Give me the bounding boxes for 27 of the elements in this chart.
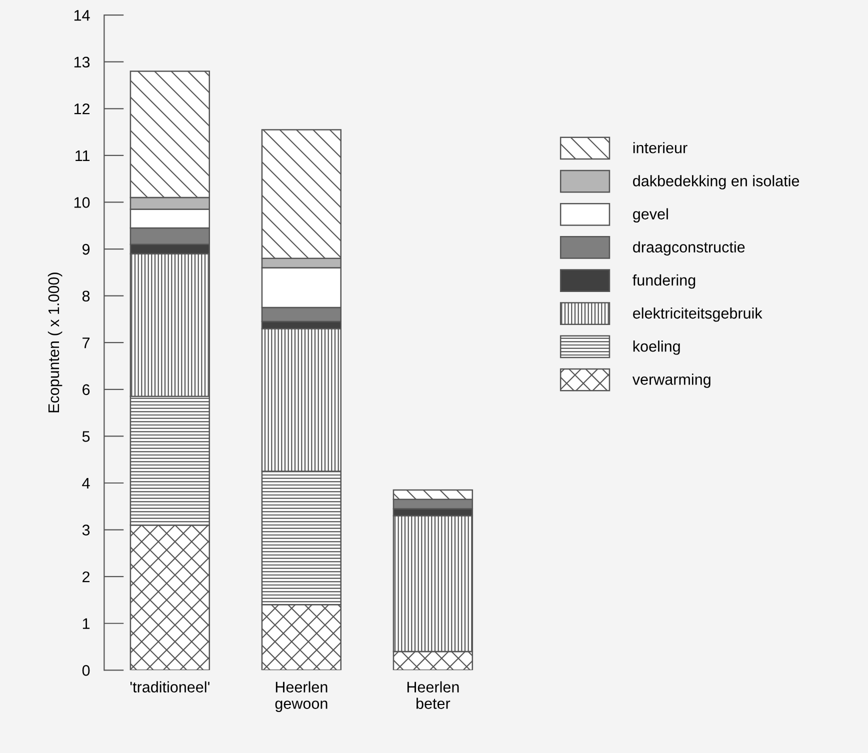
- legend-label: verwarming: [632, 374, 710, 388]
- legend-label: draagconstructie: [633, 241, 745, 256]
- y-tick-label: 11: [76, 150, 90, 161]
- y-tick-label: 0: [82, 665, 90, 676]
- y-tick-label: 10: [74, 197, 90, 208]
- y-tick-label: 4: [82, 478, 90, 489]
- y-tick-label: 13: [74, 56, 90, 68]
- legend-label: dakbedekking en isolatie: [633, 175, 800, 190]
- y-tick-label: 1: [82, 618, 90, 629]
- x-tick-label: Heerlen beter: [407, 681, 459, 709]
- y-axis-title: Ecopunten ( x 1.000): [48, 272, 62, 412]
- x-tick-label: Heerlen gewoon: [275, 681, 328, 712]
- legend-label: gevel: [633, 208, 668, 222]
- y-tick-label: 3: [82, 524, 90, 536]
- legend-label: koeling: [633, 340, 680, 355]
- x-tick-label: 'traditioneel': [130, 681, 210, 693]
- y-tick-label: 12: [74, 104, 90, 114]
- y-tick-label: 7: [82, 338, 90, 348]
- y-tick-label: 5: [82, 431, 90, 442]
- legend-label: fundering: [632, 274, 696, 289]
- y-tick-label: 6: [82, 384, 90, 396]
- y-tick-label: 9: [82, 244, 90, 255]
- y-tick-label: 8: [82, 290, 90, 302]
- legend-label: elektriciteitsgebruik: [633, 307, 762, 322]
- y-tick-label: 14: [74, 10, 90, 21]
- y-tick-label: 2: [82, 571, 90, 582]
- legend-label: interieur: [633, 142, 688, 154]
